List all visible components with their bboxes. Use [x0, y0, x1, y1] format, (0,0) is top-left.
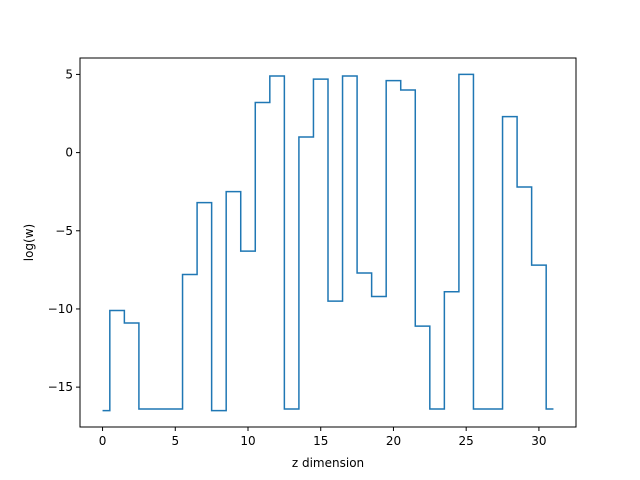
- y-tick-label: −10: [48, 302, 73, 316]
- x-tick-label: 15: [313, 434, 328, 448]
- series-line-0: [102, 73, 554, 412]
- y-tick-label: −15: [48, 380, 73, 394]
- plot-frame: [79, 57, 577, 428]
- y-tick-label: 5: [65, 67, 73, 81]
- y-axis-label: log(w): [22, 224, 36, 261]
- x-tick-label: 10: [240, 434, 255, 448]
- x-axis-label: z dimension: [292, 456, 364, 470]
- y-tick-label: −5: [55, 224, 73, 238]
- plot-area: [102, 73, 554, 412]
- x-tick-label: 0: [99, 434, 107, 448]
- x-tick-label: 30: [531, 434, 546, 448]
- x-tick-label: 20: [386, 434, 401, 448]
- y-tick-label: 0: [65, 146, 73, 160]
- x-tick-label: 5: [171, 434, 179, 448]
- ticks-group: 0 5 10 15 20 25 30 5 0 −5 −10 −15: [48, 67, 547, 448]
- x-tick-label: 25: [459, 434, 474, 448]
